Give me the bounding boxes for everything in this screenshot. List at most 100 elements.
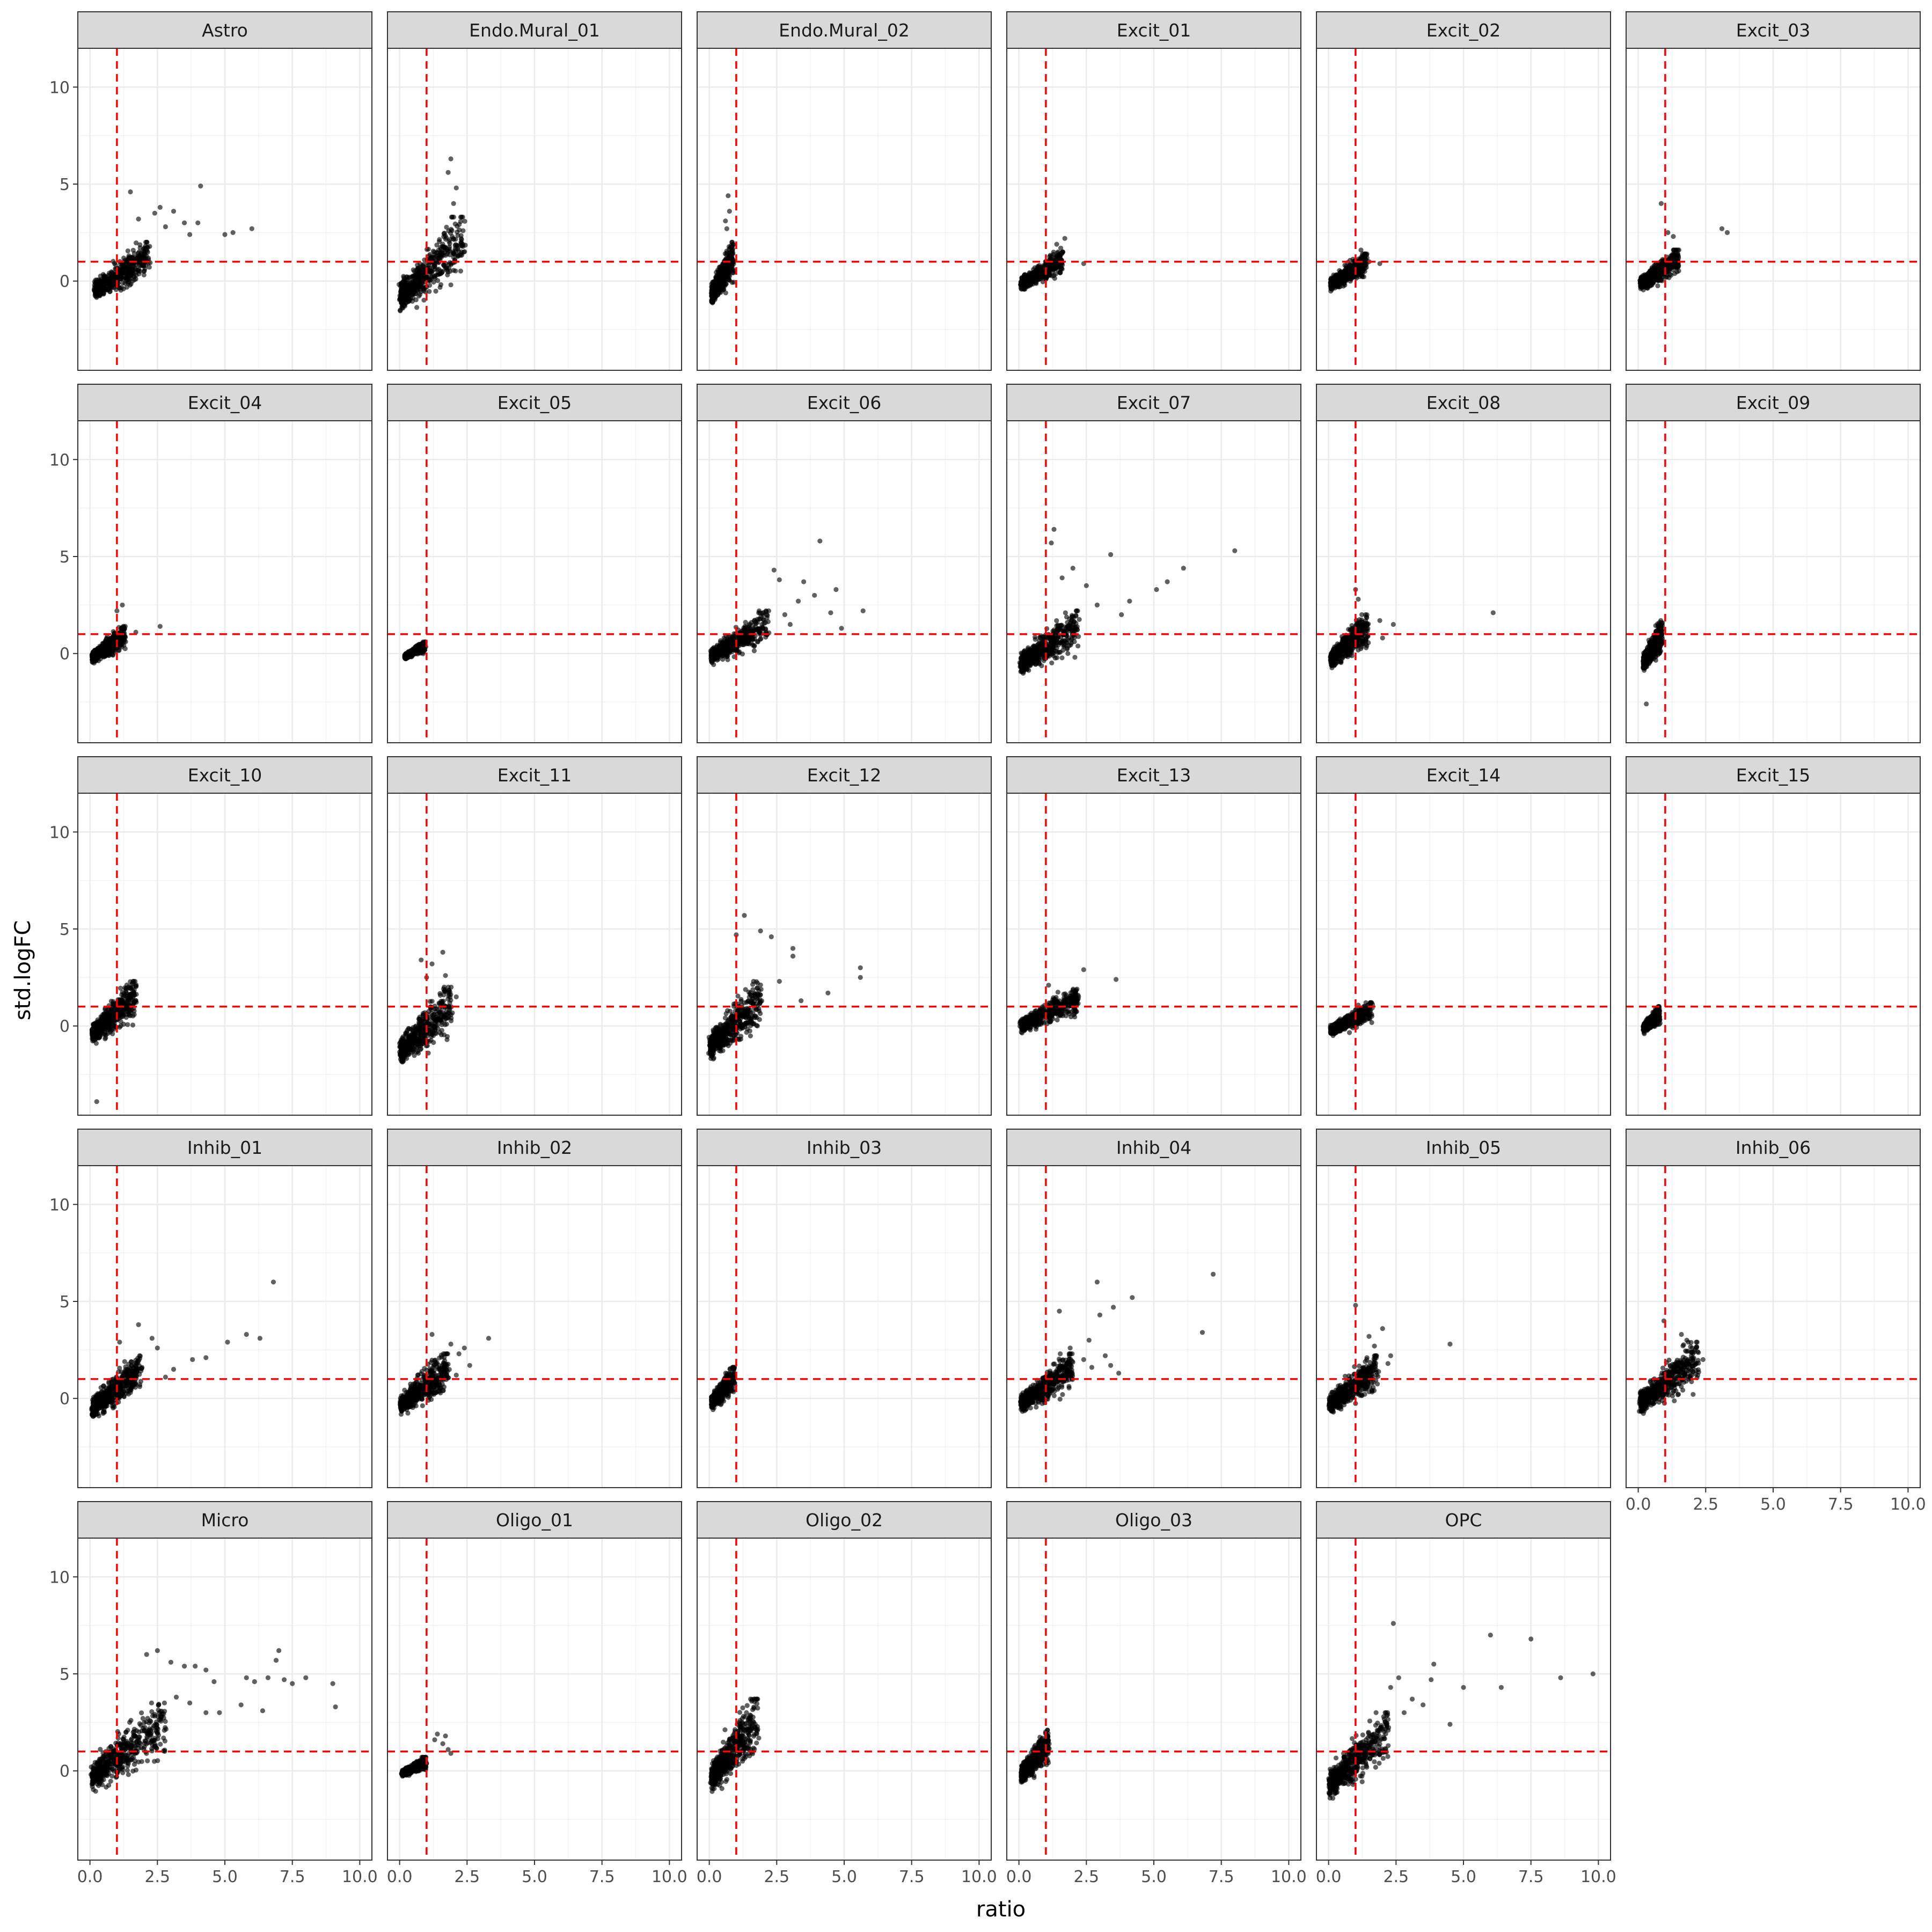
facet-panel: Excit_03	[1626, 11, 1921, 371]
data-point	[724, 248, 729, 254]
data-point	[1053, 265, 1059, 270]
data-point	[1655, 283, 1660, 289]
data-point	[748, 626, 753, 632]
data-point	[1062, 236, 1067, 241]
data-point	[1345, 266, 1351, 272]
facet-label: Astro	[202, 20, 248, 41]
data-point	[137, 245, 143, 251]
data-point	[1058, 245, 1064, 251]
data-point	[760, 612, 766, 618]
data-point	[758, 636, 764, 641]
data-point	[134, 240, 139, 246]
data-point	[1334, 273, 1340, 278]
facet-panel: Excit_06	[697, 384, 992, 743]
data-point	[437, 284, 443, 290]
grid	[78, 48, 372, 370]
data-point	[143, 239, 149, 245]
data-point	[137, 269, 143, 274]
data-point	[147, 265, 152, 270]
data-point	[414, 305, 420, 310]
data-point	[111, 647, 116, 653]
data-point	[415, 281, 420, 287]
data-point	[141, 272, 147, 277]
data-point	[720, 653, 726, 658]
data-point	[103, 654, 108, 659]
data-point	[104, 639, 109, 645]
data-point	[457, 227, 462, 233]
facet-panel: Endo.Mural_01	[387, 11, 682, 371]
data-point	[451, 251, 456, 256]
data-point	[398, 282, 404, 288]
data-point	[460, 214, 465, 220]
facet-panel: Endo.Mural_02	[697, 11, 992, 371]
data-point	[94, 646, 100, 652]
data-point	[136, 216, 141, 222]
data-point	[106, 286, 111, 291]
data-point	[755, 626, 760, 632]
facet-label: Excit_06	[807, 392, 882, 413]
data-point	[1358, 247, 1364, 253]
data-point	[429, 268, 435, 274]
data-point	[249, 226, 254, 231]
data-point	[140, 263, 145, 268]
data-point	[459, 237, 464, 243]
data-point	[416, 269, 422, 274]
data-point	[1054, 241, 1059, 247]
data-point	[777, 577, 782, 582]
data-point	[157, 624, 163, 629]
data-point	[108, 278, 114, 284]
data-point	[437, 237, 442, 243]
data-point	[409, 283, 415, 289]
data-point	[723, 218, 728, 224]
data-point	[222, 232, 228, 237]
data-point	[103, 282, 108, 287]
data-point	[812, 592, 817, 598]
data-point	[724, 644, 729, 649]
data-point	[438, 253, 444, 259]
data-point	[431, 273, 437, 279]
data-point	[1343, 271, 1349, 276]
data-point	[828, 610, 833, 616]
data-point	[125, 248, 130, 254]
data-point	[413, 291, 419, 296]
data-point	[737, 649, 742, 655]
data-point	[1351, 274, 1357, 280]
data-point	[128, 189, 133, 195]
data-point	[451, 201, 456, 206]
data-point	[787, 621, 793, 627]
data-point	[1675, 265, 1681, 270]
data-point	[1330, 282, 1336, 288]
data-point	[417, 644, 423, 649]
data-point	[727, 265, 732, 270]
data-point	[100, 290, 106, 296]
y-tick-label: 10	[49, 78, 70, 97]
data-point	[1056, 252, 1062, 258]
data-point	[404, 274, 409, 280]
data-point	[708, 653, 714, 658]
data-point	[157, 204, 163, 210]
facet-label: Excit_02	[1426, 20, 1501, 41]
data-point	[1036, 267, 1042, 273]
data-point	[1358, 270, 1363, 275]
data-point	[1652, 266, 1658, 272]
data-point	[113, 262, 118, 267]
data-point	[713, 288, 719, 294]
data-point	[126, 255, 132, 261]
data-point	[1360, 253, 1365, 259]
data-point	[96, 287, 101, 292]
data-point	[741, 638, 747, 643]
data-point	[451, 214, 457, 220]
data-points	[91, 184, 254, 300]
data-point	[103, 276, 108, 281]
data-point	[741, 625, 747, 631]
data-point	[111, 629, 116, 634]
data-point	[118, 288, 123, 293]
data-point	[99, 644, 105, 649]
data-point	[1656, 273, 1662, 278]
data-point	[1361, 274, 1366, 280]
data-point	[128, 272, 134, 277]
data-point	[1641, 282, 1646, 287]
data-point	[415, 650, 421, 656]
